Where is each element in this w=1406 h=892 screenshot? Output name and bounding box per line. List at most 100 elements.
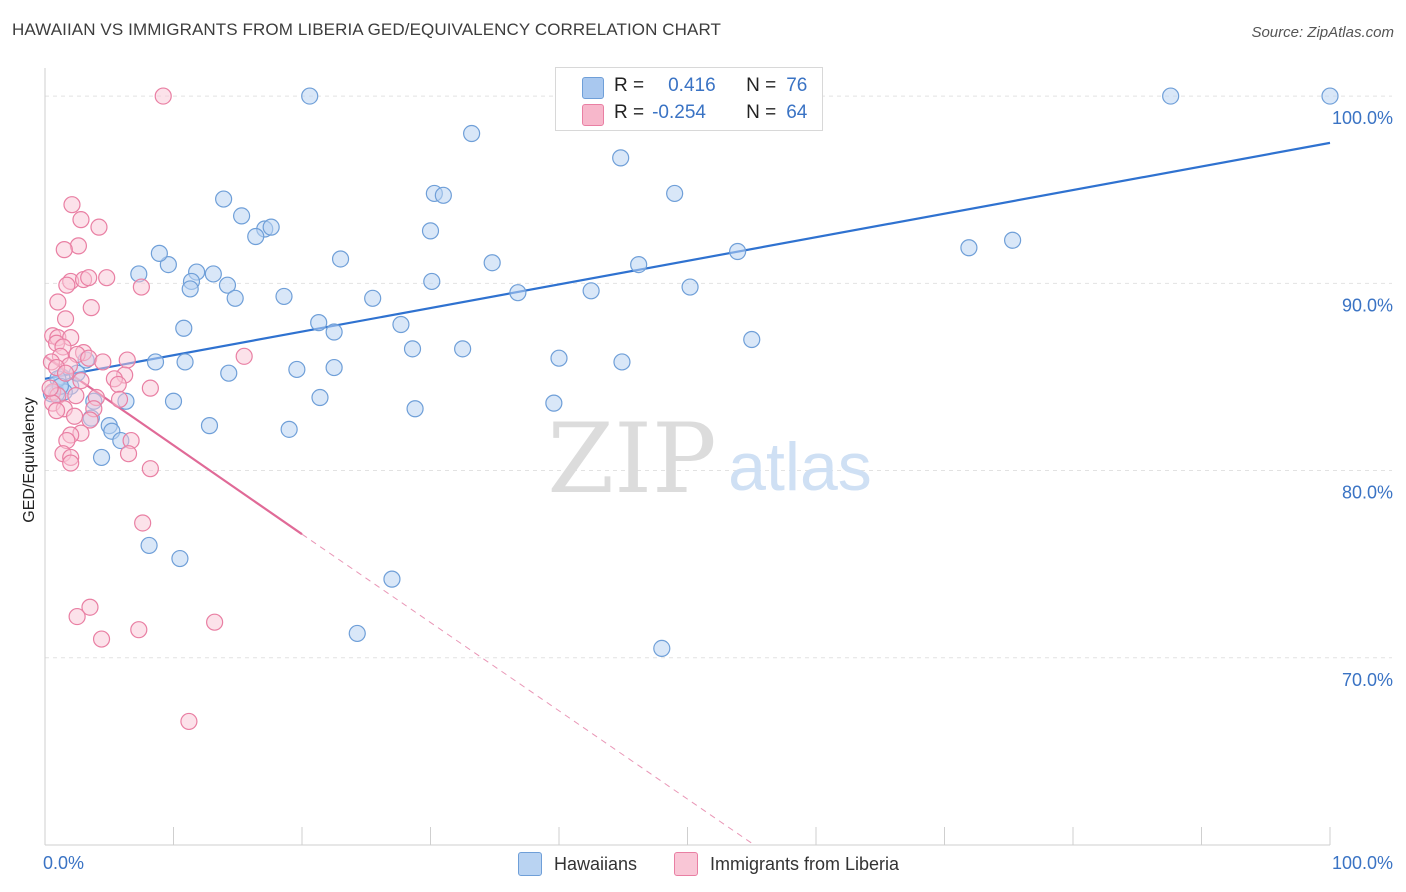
point-liberia [58,276,76,294]
gridlines [45,95,1392,659]
point-liberia [68,607,86,626]
watermark: ZIP atlas [547,403,871,515]
bottom-legend-label-liberia: Immigrants from Liberia [710,853,900,874]
point-hawaiians [200,417,219,435]
point-hawaiians [226,289,244,307]
legend-r-label: R = [614,102,645,123]
data-points [41,87,1339,731]
legend-n-value: 76 [786,75,808,96]
point-hawaiians [348,624,366,643]
point-hawaiians [463,124,481,143]
point-liberia [92,630,111,648]
point-hawaiians [325,323,343,341]
bottom-legend-liberia: Immigrants from Liberia [674,852,899,876]
point-liberia [130,621,148,639]
point-liberia [141,460,159,478]
point-liberia [82,299,100,317]
point-liberia [55,241,73,259]
point-hawaiians [509,284,527,302]
point-hawaiians [215,190,233,208]
point-hawaiians [301,87,319,105]
point-hawaiians [960,239,978,257]
legend-r-label: R = [614,75,645,96]
point-liberia [109,375,127,394]
point-hawaiians [1321,87,1339,105]
point-hawaiians [483,254,501,272]
point-liberia [72,372,90,390]
point-liberia [81,598,99,616]
point-hawaiians [92,448,111,467]
point-hawaiians [653,639,671,658]
axes [44,68,1331,846]
point-hawaiians [325,358,343,377]
point-liberia [134,514,152,532]
point-liberia [132,278,150,296]
point-hawaiians [364,289,382,307]
point-hawaiians [262,218,280,236]
point-hawaiians [181,280,199,298]
point-liberia [49,293,67,311]
point-hawaiians [159,255,177,274]
point-hawaiians [175,319,193,337]
point-hawaiians [743,330,761,349]
legend-r-value: 0.416 [668,75,716,96]
point-hawaiians [275,287,293,306]
x-tick-label: 0.0% [43,853,84,873]
bottom-legend-swatch-liberia [674,852,698,876]
point-liberia [56,310,75,328]
legend-swatch-hawaiians [582,77,604,99]
point-hawaiians [1004,231,1022,249]
point-hawaiians [176,353,194,371]
y-tick-label: 70.0% [1342,670,1393,690]
point-hawaiians [612,149,630,167]
point-hawaiians [146,353,165,371]
point-liberia [180,712,198,731]
x-tick-label: 100.0% [1332,853,1393,873]
point-hawaiians [681,278,699,296]
point-hawaiians [550,349,568,367]
source-label: Source: ZipAtlas.com [1251,24,1394,41]
point-hawaiians [233,207,251,225]
watermark-zip: ZIP [547,403,716,515]
point-hawaiians [150,244,168,262]
trendline-liberia [44,355,303,536]
watermark-atlas: atlas [728,429,872,505]
point-liberia [69,237,88,255]
point-liberia [94,353,112,371]
legend-n-value: 64 [786,102,808,123]
point-liberia [235,347,253,365]
y-axis-label: GED/Equivalency [21,397,38,523]
point-hawaiians [280,420,298,438]
point-hawaiians [421,222,440,240]
point-hawaiians [164,392,183,410]
point-hawaiians [454,340,472,358]
legend-n-label: N = [746,102,777,123]
point-hawaiians [171,549,189,568]
point-liberia [65,407,84,425]
bottom-legend-swatch-hawaiians [518,852,542,876]
legend-row-liberia: R = -0.254 N = 64 [614,100,807,126]
point-liberia [141,379,159,397]
point-hawaiians [423,272,441,291]
legend-swatch-liberia [582,104,604,126]
point-hawaiians [204,265,222,283]
point-hawaiians [220,364,238,382]
point-liberia [110,390,129,408]
point-liberia [119,445,138,463]
y-tick-label: 80.0% [1342,483,1393,503]
chart-title: HAWAIIAN VS IMMIGRANTS FROM LIBERIA GED/… [12,20,722,39]
point-hawaiians [288,360,306,379]
point-hawaiians [311,388,329,407]
point-liberia [81,411,99,429]
point-hawaiians [545,394,563,412]
legend-n-label: N = [746,75,777,96]
point-liberia [118,351,136,369]
y-tick-label: 100.0% [1332,108,1393,128]
point-liberia [72,211,90,229]
point-liberia [206,613,224,631]
trendline-liberia-extension [301,533,755,846]
point-liberia [47,402,66,420]
point-liberia [41,379,59,397]
point-hawaiians [140,536,158,555]
point-hawaiians [383,570,401,588]
